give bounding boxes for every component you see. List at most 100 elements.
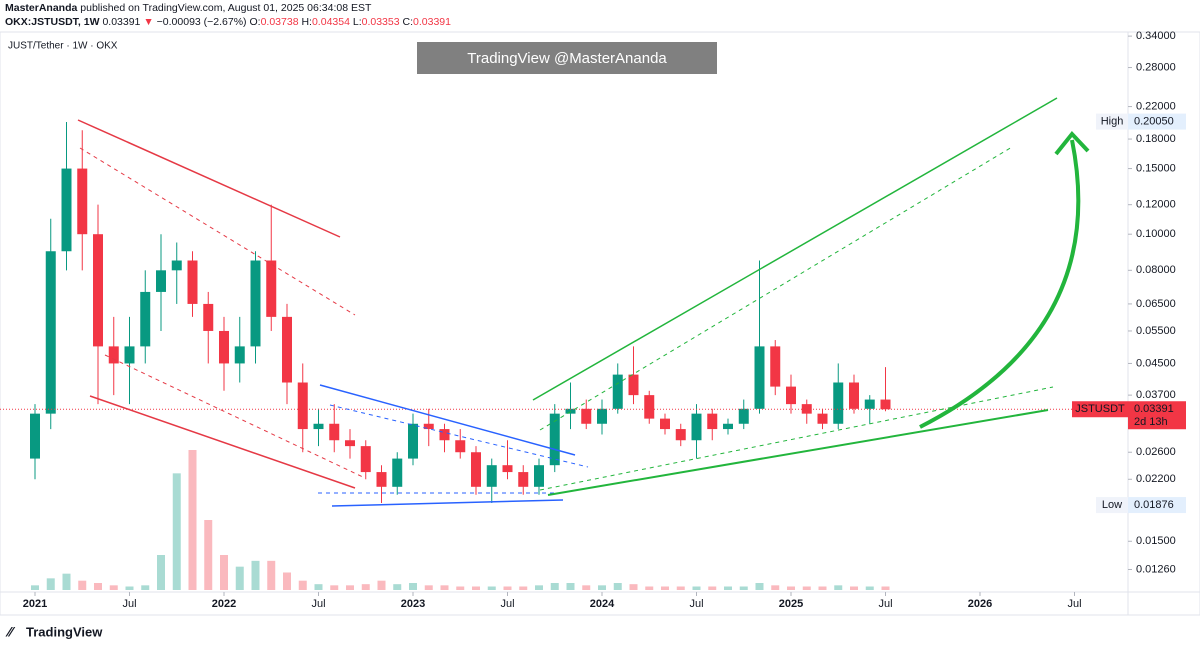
plot — [0, 122, 1128, 590]
volume-bar — [125, 586, 134, 590]
y-tick-label: 0.34000 — [1136, 30, 1176, 42]
x-tick-label: Jul — [311, 598, 325, 610]
arrow: ▼ — [143, 16, 153, 28]
candle-body — [833, 382, 844, 424]
candle-body — [644, 395, 655, 419]
volume-bar — [31, 585, 39, 590]
extreme-name: High — [1101, 116, 1124, 128]
volume-bar — [424, 585, 433, 590]
trendline — [532, 97, 1058, 401]
candle-body — [597, 408, 607, 424]
candle-body — [518, 472, 529, 487]
candle-body — [203, 303, 214, 331]
candle-body — [93, 234, 103, 347]
author: MasterAnanda — [5, 2, 78, 14]
candle-body — [282, 316, 292, 383]
candle-body — [581, 408, 592, 424]
candle-body — [156, 270, 166, 292]
y-tick-label: 0.03700 — [1136, 389, 1176, 401]
candle-body — [880, 399, 891, 410]
c-value: 0.03391 — [413, 16, 451, 28]
x-tick-label: Jul — [689, 598, 703, 610]
volume-bar — [676, 586, 685, 590]
volume-bar — [330, 585, 339, 590]
l-label: L: — [353, 16, 362, 28]
l-value: 0.03353 — [362, 16, 400, 28]
watermark-box — [417, 42, 717, 74]
volume-bar — [172, 473, 181, 590]
candle-body — [849, 382, 859, 409]
candle-body — [108, 346, 119, 364]
x-tick-label: 2021 — [23, 598, 47, 610]
candle-body — [754, 346, 765, 409]
c-label: C: — [403, 16, 414, 28]
candle-body — [297, 382, 308, 430]
y-tick-label: 0.02200 — [1136, 473, 1176, 485]
y-tick-label: 0.22000 — [1136, 100, 1176, 112]
y-tick-label: 0.28000 — [1136, 61, 1176, 73]
candle-body — [628, 374, 639, 396]
volume-bar — [235, 566, 244, 590]
volume-bar — [456, 586, 465, 590]
volume-bar — [109, 585, 118, 590]
x-tick-label: 2024 — [590, 598, 615, 610]
candle-body — [140, 291, 151, 347]
volume-bar — [645, 586, 654, 590]
extreme-value-badge — [1128, 113, 1186, 130]
volume-bar — [472, 586, 480, 590]
volume-bar — [393, 584, 402, 590]
volume-bar — [346, 585, 354, 590]
volume-bar — [361, 584, 370, 590]
volume-bar — [157, 555, 165, 590]
candle-body — [61, 168, 72, 252]
extreme-badge — [1096, 113, 1128, 130]
extreme-badge — [1096, 497, 1128, 514]
candle-body — [675, 429, 686, 441]
volume-bar — [440, 585, 449, 590]
extreme-value: 0.20050 — [1134, 116, 1174, 128]
volume-bar — [220, 555, 228, 590]
chart-title: JUST/Tether · 1W · OKX — [8, 41, 118, 52]
volume-bar — [787, 586, 795, 590]
candle-body — [329, 423, 340, 441]
x-tick-label: Jul — [500, 598, 514, 610]
watermark: TradingView @MasterAnanda — [467, 50, 667, 67]
candle-body — [30, 413, 40, 459]
y-tick-label: 0.12000 — [1136, 199, 1176, 211]
countdown: 2d 13h — [1134, 416, 1168, 428]
y-tick-label: 0.15000 — [1136, 162, 1176, 174]
volume-bar — [535, 585, 543, 590]
x-tick-label: Jul — [122, 598, 136, 610]
volume-bar — [298, 580, 307, 590]
header-quote: OKX:JSTUSDT, 1W 0.03391 ▼ −0.00093 (−2.6… — [5, 16, 451, 28]
volume-bar — [613, 583, 622, 590]
trendline — [77, 119, 341, 238]
arrow-head — [1054, 130, 1090, 156]
volume-bar — [188, 450, 197, 590]
change: −0.00093 (−2.67%) — [157, 16, 247, 28]
candle-body — [360, 446, 371, 473]
header-line: MasterAnanda published on TradingView.co… — [5, 2, 372, 14]
candle-body — [45, 251, 56, 414]
y-tick-label: 0.02600 — [1136, 446, 1176, 458]
candle-body — [392, 458, 403, 487]
candle-body — [187, 260, 198, 304]
trendline — [539, 146, 1013, 431]
volume-bar — [141, 585, 150, 590]
volume-bar — [377, 580, 386, 590]
volume-bar — [582, 585, 591, 590]
x-tick-label: 2026 — [968, 598, 992, 610]
volume-bar — [62, 573, 71, 590]
y-tick-label: 0.01260 — [1136, 563, 1176, 575]
volume-bar — [94, 583, 102, 590]
o-value: 0.03738 — [261, 16, 299, 28]
candle-body — [408, 423, 418, 459]
h-label: H: — [301, 16, 312, 28]
trendline — [89, 395, 356, 489]
volume-bar — [850, 586, 858, 590]
candle-body — [439, 429, 450, 441]
candle-body — [77, 168, 88, 235]
symbol-badge — [1072, 401, 1128, 418]
candle-body — [817, 413, 828, 424]
volume-bar — [834, 585, 843, 590]
